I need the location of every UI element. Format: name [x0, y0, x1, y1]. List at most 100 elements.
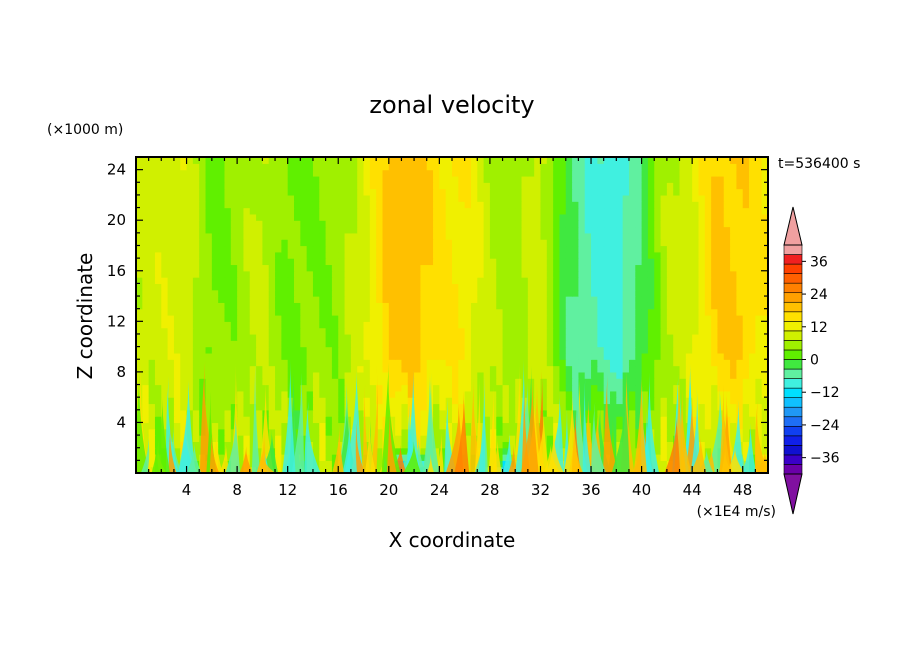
field-cell [553, 315, 561, 322]
field-cell [161, 302, 169, 310]
field-cell [502, 157, 510, 164]
field-cell [666, 333, 674, 341]
field-cell [622, 289, 630, 297]
field-cell [559, 264, 567, 272]
field-cell [281, 428, 289, 436]
field-cell [148, 182, 156, 190]
field-cell [205, 277, 213, 284]
field-cell [142, 397, 150, 405]
field-cell [546, 220, 554, 228]
field-cell [565, 327, 573, 335]
field-cell [211, 378, 219, 386]
field-cell [388, 352, 396, 360]
field-cell [610, 346, 617, 354]
field-cell [591, 308, 598, 316]
field-cell [483, 296, 491, 303]
field-cell [647, 258, 655, 266]
field-cell [350, 327, 358, 335]
field-cell [496, 258, 504, 266]
field-cell [148, 289, 156, 297]
field-cell [628, 220, 636, 228]
field-cell [199, 340, 207, 348]
field-cell [711, 296, 719, 303]
field-cell [704, 371, 712, 379]
field-cell [148, 245, 156, 253]
field-cell [281, 296, 289, 303]
field-cell [470, 371, 478, 379]
field-cell [154, 175, 162, 183]
field-cell [559, 258, 567, 266]
field-cell [508, 454, 516, 461]
field-cell [685, 283, 693, 291]
field-cell [521, 397, 529, 405]
field-cell [736, 384, 744, 392]
field-cell [369, 333, 377, 341]
field-cell [692, 365, 700, 373]
field-cell [180, 333, 188, 341]
field-cell [136, 226, 143, 234]
field-cell [294, 422, 301, 430]
field-cell [521, 359, 529, 367]
field-cell [610, 232, 617, 240]
field-cell [679, 315, 687, 322]
field-cell [692, 289, 700, 297]
field-cell [230, 239, 238, 247]
field-cell [401, 346, 409, 354]
field-cell [173, 270, 181, 278]
field-cell [730, 409, 737, 417]
field-cell [761, 352, 768, 360]
field-cell [294, 258, 301, 266]
field-cell [237, 466, 245, 473]
field-cell [237, 441, 245, 449]
field-cell [742, 403, 750, 411]
field-cell [218, 239, 226, 247]
field-cell [546, 384, 554, 392]
field-cell [357, 245, 365, 253]
field-cell [572, 157, 579, 164]
field-cell [749, 308, 756, 316]
field-cell [148, 378, 156, 386]
field-cell [331, 213, 339, 221]
field-cell [433, 220, 440, 228]
field-cell [237, 182, 245, 190]
field-cell [325, 258, 333, 266]
field-cell [338, 213, 346, 221]
field-cell [395, 371, 403, 379]
field-cell [395, 239, 403, 247]
field-cell [685, 258, 693, 266]
field-cell [312, 182, 320, 190]
field-cell [154, 315, 162, 322]
field-cell [742, 270, 750, 278]
field-cell [249, 213, 257, 221]
field-cell [433, 258, 440, 266]
field-cell [224, 188, 232, 196]
field-cell [275, 308, 282, 316]
field-cell [363, 340, 371, 348]
field-cell [515, 302, 523, 310]
field-cell [622, 182, 630, 190]
field-cell [388, 188, 396, 196]
field-cell [470, 188, 478, 196]
field-cell [534, 188, 542, 196]
field-cell [521, 220, 529, 228]
field-cell [603, 308, 611, 316]
field-cell [300, 403, 308, 411]
field-cell [755, 258, 763, 266]
field-cell [426, 226, 434, 234]
field-cell [161, 428, 169, 436]
field-cell [679, 384, 687, 392]
field-cell [331, 315, 339, 322]
field-cell [136, 169, 143, 177]
field-cell [344, 194, 352, 202]
field-cell [294, 201, 301, 209]
field-cell [319, 435, 327, 442]
field-cell [312, 283, 320, 291]
field-cell [325, 346, 333, 354]
field-cell [698, 201, 706, 209]
field-cell [628, 454, 636, 461]
field-cell [388, 346, 396, 354]
field-cell [730, 277, 737, 284]
field-cell [180, 422, 188, 430]
field-cell [369, 378, 377, 386]
field-cell [565, 226, 573, 234]
